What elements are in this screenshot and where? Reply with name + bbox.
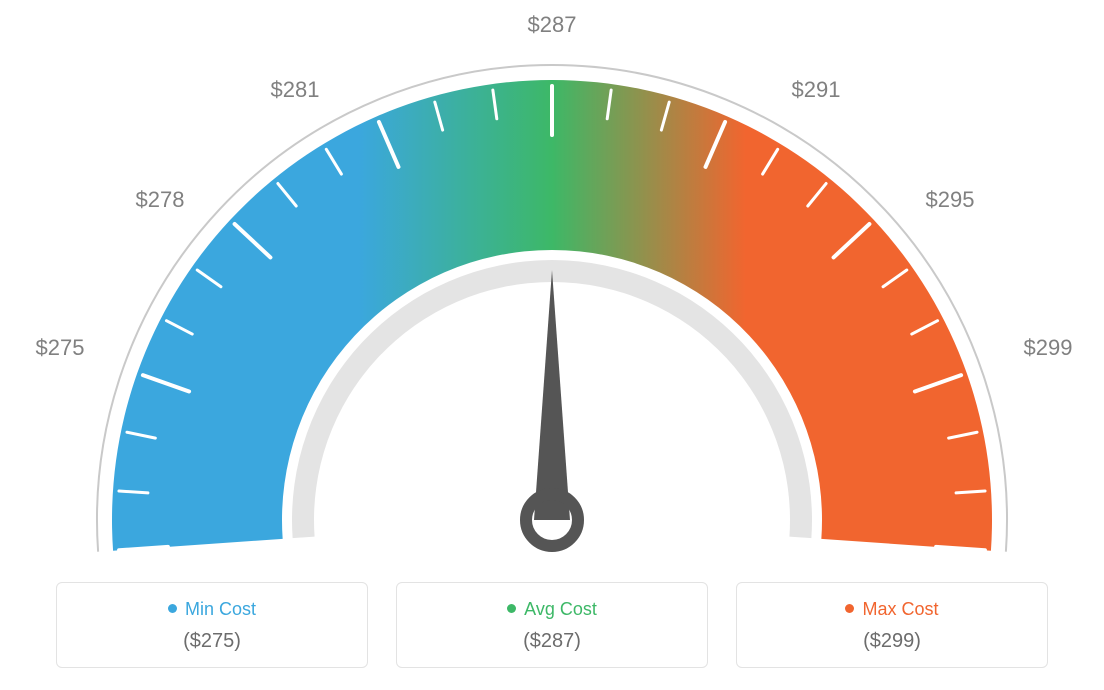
gauge-tick-label: $299 — [1024, 335, 1073, 361]
gauge — [0, 0, 1104, 560]
gauge-tick-label: $287 — [528, 12, 577, 38]
gauge-chart-container: $275 $278 $281 $287 $291 $295 $299 Min Cost ($… — [0, 0, 1104, 690]
gauge-tick-label: $278 — [136, 187, 185, 213]
gauge-tick-label: $281 — [271, 77, 320, 103]
legend-max-title-text: Max Cost — [862, 599, 938, 619]
legend-min-dot — [168, 604, 177, 613]
legend-avg-title: Avg Cost — [407, 599, 697, 620]
legend-min-title: Min Cost — [67, 599, 357, 620]
gauge-tick-label: $275 — [36, 335, 85, 361]
legend-avg-card: Avg Cost ($287) — [396, 582, 708, 668]
legend-max-dot — [845, 604, 854, 613]
legend-avg-value: ($287) — [407, 630, 697, 653]
gauge-tick-label: $291 — [792, 77, 841, 103]
legend-min-title-text: Min Cost — [185, 599, 256, 619]
legend-max-title: Max Cost — [747, 599, 1037, 620]
gauge-tick-label: $295 — [926, 187, 975, 213]
legend-avg-dot — [507, 604, 516, 613]
gauge-svg — [0, 0, 1104, 560]
legend-max-value: ($299) — [747, 630, 1037, 653]
legend-row: Min Cost ($275) Avg Cost ($287) Max Cost… — [56, 582, 1048, 668]
legend-avg-title-text: Avg Cost — [524, 599, 597, 619]
legend-max-card: Max Cost ($299) — [736, 582, 1048, 668]
legend-min-value: ($275) — [67, 630, 357, 653]
legend-min-card: Min Cost ($275) — [56, 582, 368, 668]
